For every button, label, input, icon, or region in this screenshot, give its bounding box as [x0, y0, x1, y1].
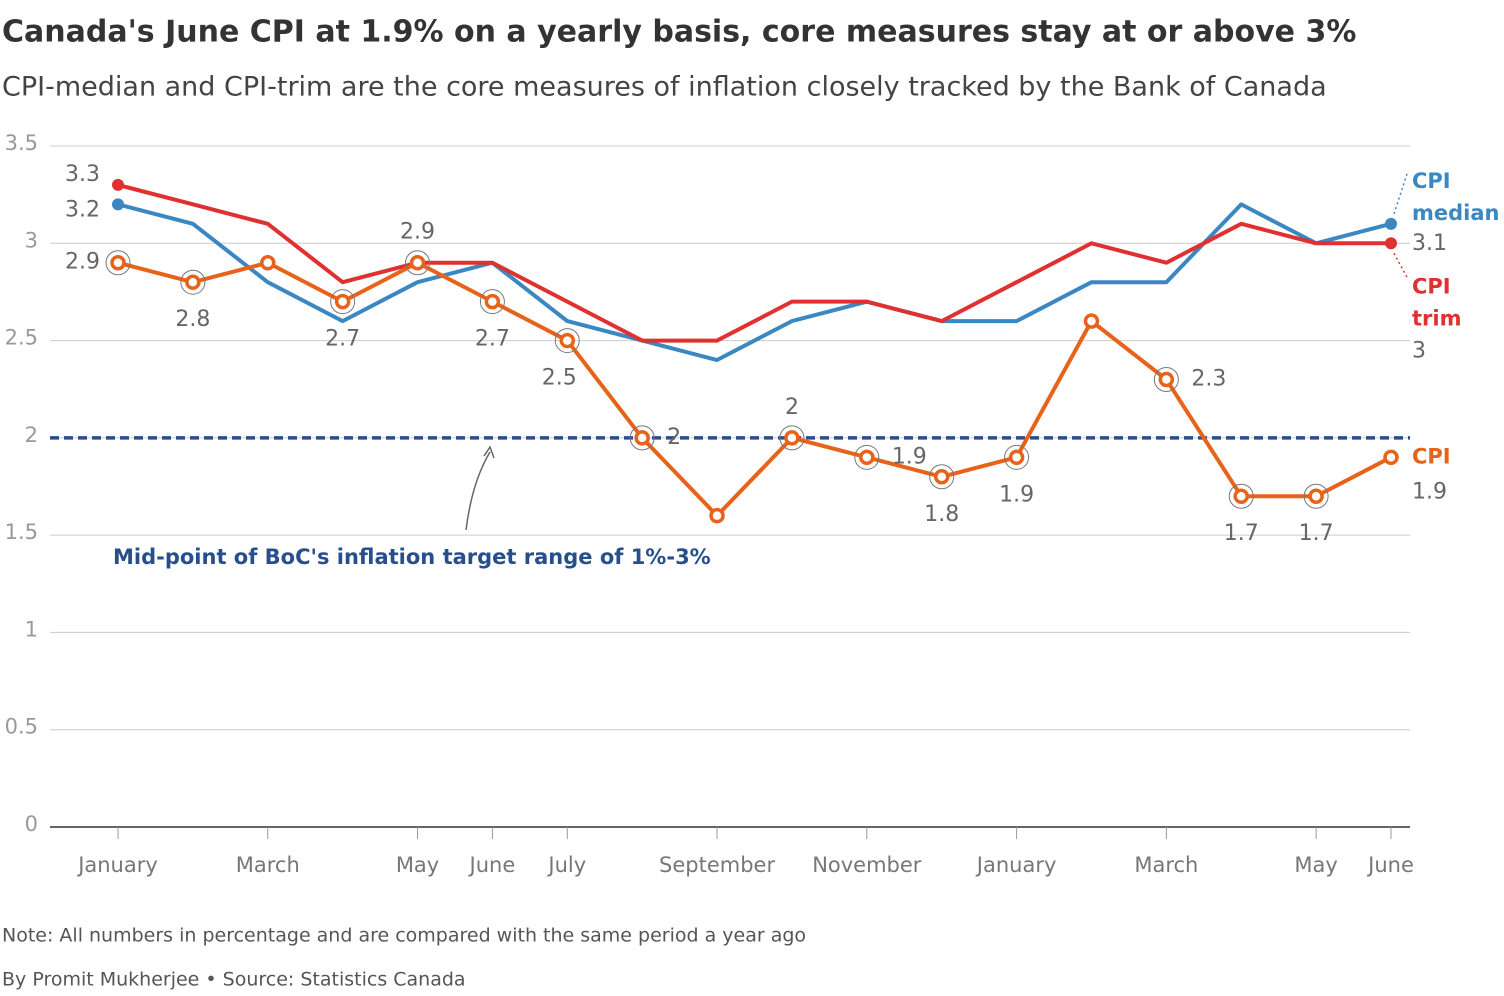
value-label: 3.2	[65, 197, 100, 222]
source: By Promit Mukherjee • Source: Statistics…	[2, 969, 466, 991]
point	[1385, 237, 1397, 250]
highlight-ring	[105, 250, 131, 276]
value-label: 2.7	[475, 327, 510, 352]
highlight-ring	[180, 269, 206, 295]
value-label: 1.9	[1412, 479, 1447, 504]
y-tick-label: 3.5	[5, 131, 38, 155]
value-label: 1.7	[1224, 521, 1259, 546]
chart-subtitle: CPI-median and CPI-trim are the core mea…	[2, 72, 1327, 103]
value-label: 3	[1412, 338, 1426, 363]
series-name: CPI	[1412, 444, 1451, 468]
arrow-head	[483, 445, 495, 459]
reference-label: Mid-point of BoC's inflation target rang…	[113, 545, 711, 569]
x-tick-label: May	[1294, 853, 1337, 877]
point	[484, 293, 501, 310]
connector	[1393, 173, 1408, 215]
y-tick-label: 1	[25, 617, 38, 641]
highlight-ring	[554, 328, 580, 354]
point	[784, 430, 800, 446]
highlight-ring	[629, 425, 655, 451]
series-line	[117, 202, 1392, 363]
point	[1008, 449, 1025, 466]
value-label: 1.8	[924, 502, 959, 527]
value-label: 2.8	[175, 307, 210, 332]
highlight-ring	[854, 444, 880, 470]
highlight-ring	[929, 464, 955, 490]
point	[1083, 313, 1100, 329]
note: Note: All numbers in percentage and are …	[2, 925, 806, 947]
y-tick-label: 1.5	[5, 520, 38, 544]
x-tick-label: September	[659, 853, 775, 877]
value-label: 2.3	[1191, 366, 1226, 391]
highlight-ring	[1228, 483, 1254, 509]
x-tick-label: May	[396, 853, 439, 877]
y-tick-label: 3	[25, 228, 38, 252]
point	[1158, 371, 1175, 388]
y-tick-label: 0	[25, 812, 38, 836]
highlight-ring	[1004, 444, 1030, 470]
value-label: 3.3	[65, 162, 100, 187]
point	[112, 178, 124, 191]
x-tick-label: June	[468, 853, 516, 877]
point	[110, 254, 126, 271]
value-label: 2.5	[542, 366, 577, 391]
series-name: CPI trim	[1412, 274, 1461, 330]
point	[634, 430, 650, 446]
highlight-ring	[779, 425, 805, 451]
point	[1233, 488, 1249, 504]
x-tick-label: June	[1366, 853, 1414, 877]
highlight-ring	[1153, 366, 1179, 392]
value-label: 2.9	[65, 250, 100, 275]
value-label: 2	[785, 395, 799, 420]
y-tick-label: 2	[25, 423, 38, 447]
highlight-ring	[330, 289, 356, 315]
point	[1383, 449, 1399, 466]
point	[559, 332, 576, 349]
point	[185, 274, 201, 290]
annotation-arrow	[465, 451, 491, 531]
value-label: 1.9	[892, 444, 927, 469]
chart-title: Canada's June CPI at 1.9% on a yearly ba…	[2, 15, 1356, 50]
series-line	[117, 182, 1391, 343]
point	[1385, 217, 1397, 230]
x-tick-label: January	[76, 853, 158, 877]
value-label: 3.1	[1412, 231, 1447, 256]
plot: 0 0.5 1 1.5 2 2.5 3 3.5 January March May June July S…	[5, 131, 1500, 877]
point	[859, 449, 875, 466]
point	[260, 254, 276, 271]
point	[1308, 488, 1324, 504]
connector	[1393, 252, 1408, 278]
highlight-ring	[405, 250, 431, 276]
value-label: 2.7	[325, 327, 360, 352]
x-tick-label: January	[975, 853, 1057, 877]
point	[933, 469, 950, 485]
point	[112, 198, 124, 211]
x-tick-label: November	[812, 853, 922, 877]
value-label: 2	[667, 425, 681, 450]
series-line	[117, 260, 1392, 518]
value-label: 2.9	[400, 220, 435, 245]
highlight-ring	[1303, 483, 1329, 509]
x-tick-label: March	[1134, 853, 1198, 877]
point	[334, 293, 351, 310]
x-tick-label: March	[236, 853, 300, 877]
x-tick-label: July	[546, 853, 586, 877]
point	[709, 507, 725, 524]
value-label: 1.7	[1299, 521, 1334, 546]
series-name: CPI median	[1412, 169, 1499, 225]
y-tick-label: 0.5	[5, 715, 38, 739]
value-label: 1.9	[999, 482, 1034, 507]
y-tick-label: 2.5	[5, 326, 38, 350]
highlight-ring	[479, 289, 505, 315]
point	[409, 254, 426, 271]
